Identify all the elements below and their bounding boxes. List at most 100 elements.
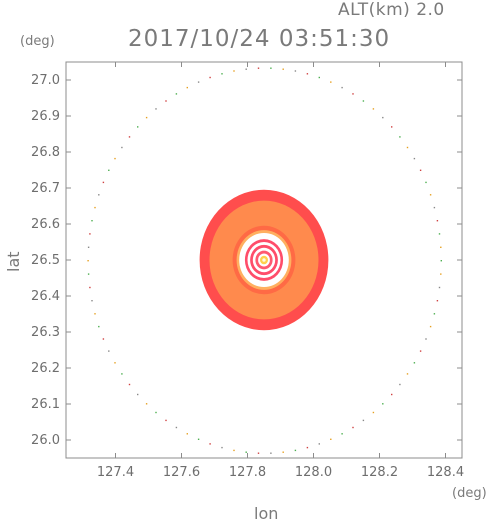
y-tick: 26.0 — [31, 433, 462, 448]
y-tick: 26.3 — [31, 325, 462, 340]
x-tick-label: 128.0 — [295, 465, 332, 480]
y-tick: 26.7 — [31, 181, 462, 196]
datetime-title: 2017/10/24 03:51:30 — [128, 26, 391, 52]
range-dot — [197, 81, 200, 83]
y-tick-label: 26.1 — [31, 397, 60, 412]
range-dot — [245, 68, 247, 70]
range-dot — [282, 451, 284, 453]
y-tick-label: 26.7 — [31, 181, 60, 196]
range-dot — [89, 233, 91, 235]
range-dot — [197, 438, 200, 440]
range-dot — [406, 373, 409, 375]
echo-rings — [199, 189, 329, 331]
altitude-label: ALT(km) 2.0 — [338, 0, 445, 20]
range-dot — [330, 438, 332, 440]
range-dot — [108, 350, 110, 352]
y-axis-ticks: 26.0 26.1 26.2 26.3 26.4 26.5 26.6 26.7 26.8 26.9… — [31, 73, 462, 448]
x-tick-label: 127.6 — [163, 465, 200, 480]
y-tick: 26.8 — [31, 145, 462, 160]
range-dot — [306, 446, 309, 449]
range-dot — [186, 433, 188, 435]
x-tick: 127.6 — [163, 62, 200, 480]
range-dot — [429, 194, 432, 196]
range-dot — [102, 181, 105, 184]
x-tick: 128.4 — [427, 62, 464, 480]
range-dot — [186, 86, 188, 89]
x-axis-ticks: 127.4 127.6 127.8 128.0 128.2 128.4 — [97, 62, 464, 480]
range-dot — [438, 233, 441, 235]
range-dot — [128, 383, 131, 386]
range-dot — [318, 443, 320, 445]
range-dot — [433, 313, 436, 315]
y-tick-label: 26.9 — [31, 109, 60, 124]
range-dot — [440, 260, 442, 262]
range-dot — [137, 126, 139, 128]
range-dot — [294, 70, 297, 72]
range-dot — [137, 393, 139, 396]
x-tick-label: 127.4 — [97, 465, 134, 480]
y-tick: 26.1 — [31, 397, 462, 412]
x-tick-label: 127.8 — [229, 465, 266, 480]
x-tick: 128.0 — [295, 62, 332, 480]
range-dot — [330, 81, 332, 83]
x-tick: 127.8 — [229, 62, 266, 480]
range-dot — [245, 451, 247, 453]
range-dot — [165, 419, 167, 422]
range-dot — [91, 300, 93, 302]
range-dot — [98, 325, 100, 328]
range-dot — [114, 362, 116, 364]
y-tick-label: 26.0 — [31, 433, 60, 448]
range-dot — [294, 449, 297, 452]
range-dot — [282, 68, 284, 70]
range-dot — [341, 86, 343, 89]
range-dot — [306, 73, 309, 75]
y-tick-label: 26.4 — [31, 289, 60, 304]
range-dot — [352, 93, 354, 95]
x-tick: 127.4 — [97, 62, 134, 480]
range-dot — [382, 403, 384, 405]
range-dot — [145, 403, 148, 405]
range-dot — [413, 157, 416, 160]
range-dot — [318, 76, 320, 79]
range-dot — [413, 362, 416, 364]
range-dot — [270, 452, 272, 454]
range-dot — [221, 446, 223, 449]
range-dot — [399, 383, 401, 386]
x-tick-label: 128.4 — [427, 465, 464, 480]
range-dot — [121, 146, 123, 149]
range-dot — [406, 146, 409, 149]
range-dot — [233, 70, 235, 72]
range-dot — [165, 100, 167, 102]
range-dot — [114, 157, 116, 160]
y-tick: 26.9 — [31, 109, 462, 124]
range-dot — [257, 67, 260, 69]
range-dot — [425, 338, 427, 340]
y-tick-label: 26.6 — [31, 217, 60, 232]
range-dot — [221, 73, 223, 75]
y-tick: 26.5 — [31, 253, 462, 268]
y-tick-label: 26.8 — [31, 145, 60, 160]
range-dot — [91, 220, 93, 222]
range-dot — [128, 136, 131, 138]
x-axis-label: lon — [254, 504, 279, 523]
x-tick: 128.2 — [361, 62, 398, 480]
y-tick-label: 26.5 — [31, 253, 60, 268]
range-dot — [89, 286, 91, 289]
y-tick: 27.0 — [31, 73, 462, 88]
y-tick-label: 27.0 — [31, 73, 60, 88]
y-tick: 26.6 — [31, 217, 462, 232]
range-dot — [391, 393, 393, 396]
range-dot — [94, 313, 96, 315]
range-dot — [108, 169, 110, 171]
range-dot — [209, 76, 211, 79]
range-dot — [270, 67, 272, 69]
range-dot — [87, 260, 89, 262]
y-axis-unit: (deg) — [20, 34, 55, 49]
range-dot — [382, 116, 384, 119]
range-circle — [87, 67, 442, 454]
x-tick-label: 128.2 — [361, 465, 398, 480]
range-dot — [87, 273, 90, 275]
range-dot — [436, 220, 439, 222]
range-dot — [98, 194, 100, 196]
